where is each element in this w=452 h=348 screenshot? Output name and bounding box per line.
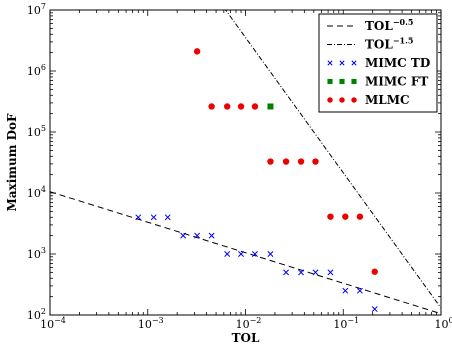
point-mimc-ft-1 [267,103,274,110]
point-mlmc-1 [193,48,201,55]
point-mimc-td-14 [327,269,334,276]
point-mimc-td-11 [283,269,290,276]
point-mimc-td-9 [252,251,258,257]
point-mimc-td-1 [135,214,142,221]
axis-ticks [49,9,442,316]
point-mimc-td-3 [164,214,171,221]
point-mimc-td-10 [267,251,274,257]
legend-box [318,13,438,113]
point-mimc-td-2 [150,214,157,221]
point-mimc-td-8 [238,251,244,257]
legend-marker-mimc-td-1 [327,60,333,66]
point-mlmc-12 [356,213,364,220]
point-mlmc-5 [251,103,259,110]
point-mlmc-8 [297,158,305,165]
y-tick-label: 102 [27,307,46,322]
y-tick-label: 107 [27,2,46,17]
x-tick-label: 10−4 [40,316,66,331]
point-mlmc-4 [237,103,245,110]
y-tick-label: 106 [27,63,46,78]
point-mimc-td-15 [342,287,349,294]
legend-marker-mlmc-2 [339,97,345,103]
y-tick-label: 103 [27,246,46,261]
reference-lines [50,10,441,315]
legend: TOL−0.5 TOL−1.5 MIMC TD MIMC FT MLMC [318,13,438,113]
legend-marker-mimc-ft-2 [339,78,345,85]
legend-marker-mimc-ft-3 [351,78,357,85]
x-tick-label: 100 [434,316,452,331]
legend-marker-mimc-td-2 [339,60,345,66]
y-tick-label: 105 [27,124,46,139]
point-mimc-td-5 [194,232,201,239]
legend-label-3: MIMC TD [365,56,430,70]
point-mlmc-9 [312,158,319,165]
point-mimc-td-17 [371,306,378,313]
point-mlmc-10 [327,213,334,220]
point-mlmc-11 [342,213,349,220]
legend-marker-mimc-td-3 [351,60,357,66]
point-mlmc-3 [224,103,231,110]
y-axis-label: Maximum DoF [5,113,19,211]
point-mlmc-7 [282,158,290,165]
point-mimc-td-4 [180,232,187,239]
point-mimc-td-12 [298,269,304,276]
reference-line-2 [225,10,441,309]
point-mimc-td-7 [224,251,231,257]
x-tick-label: 10−2 [236,316,262,331]
point-mimc-td-16 [356,287,363,294]
legend-marker-mlmc-1 [327,97,333,103]
legend-label-1: TOL−0.5 [365,17,413,33]
point-mimc-td-6 [208,232,215,239]
legend-marker-mlmc-3 [351,97,357,103]
point-mlmc-2 [208,103,215,110]
reference-line-1 [50,191,441,315]
x-axis-label: TOL [232,331,260,345]
tick-labels: 10−4 10−3 10−2 10−1 100 102 103 104 105 106 107 [27,2,452,331]
point-mlmc-6 [267,158,274,165]
legend-label-4: MIMC FT [365,75,428,89]
y-tick-label: 104 [27,185,46,200]
legend-marker-mimc-ft-1 [327,78,333,85]
x-tick-label: 10−3 [138,316,164,331]
legend-label-5: MLMC [365,93,410,107]
data-markers [135,48,378,313]
legend-label-2: TOL−1.5 [365,36,413,52]
point-mlmc-13 [371,268,378,275]
point-mimc-td-13 [312,269,319,276]
x-tick-label: 10−1 [333,316,359,331]
